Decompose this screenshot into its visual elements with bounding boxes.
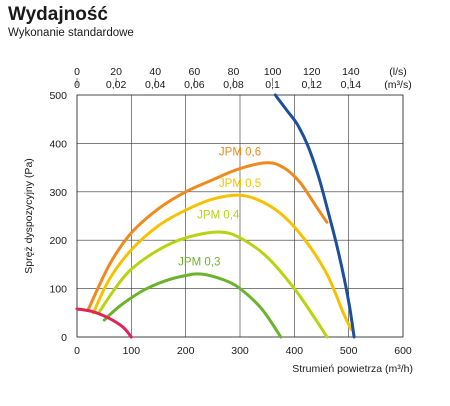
top-tick-label-m3s: 0 xyxy=(74,79,80,91)
series-line-jpm-0-3 xyxy=(102,272,283,339)
x-tick-label: 300 xyxy=(231,345,249,357)
x-tick-label: 500 xyxy=(340,345,358,357)
top-axis-unit-ls: (l/s) xyxy=(389,66,407,78)
y-tick-label: 200 xyxy=(49,235,67,247)
page-subtitle: Wykonanie standardowe xyxy=(8,27,134,39)
plot-border xyxy=(76,94,404,338)
x-tick-label: 0 xyxy=(74,345,80,357)
top-tick-label-ls: 60 xyxy=(189,66,201,78)
y-tick-label: 100 xyxy=(49,284,67,296)
series-line-jpm-0-4 xyxy=(97,230,329,339)
series-label: JPM 0,6 xyxy=(219,147,261,159)
top-tick-label-ls: 20 xyxy=(110,66,122,78)
y-tick-label: 400 xyxy=(49,138,67,150)
top-tick-label-m3s: 0,02 xyxy=(106,79,127,91)
top-tick-label-m3s: 0,08 xyxy=(223,79,244,91)
top-tick-label-ls: 140 xyxy=(342,66,360,78)
top-tick-label-ls: 100 xyxy=(264,66,282,78)
x-tick-label: 200 xyxy=(177,345,195,357)
top-tick-label-ls: 0 xyxy=(74,66,80,78)
top-tick-label-ls: 40 xyxy=(149,66,161,78)
y-tick-label: 0 xyxy=(61,332,67,344)
top-tick-label-m3s: 0,06 xyxy=(184,79,205,91)
series-label: JPM 0,5 xyxy=(219,178,261,190)
y-tick-label: 300 xyxy=(49,187,67,199)
series-label: JPM 0,3 xyxy=(178,256,220,268)
x-tick-label: 600 xyxy=(394,345,412,357)
series-line-4 xyxy=(273,93,356,339)
series-line-jpm-0-5 xyxy=(91,193,353,332)
top-tick-label-m3s: 0,12 xyxy=(302,79,323,91)
series-labels: JPM 0,6 JPM 0,5 JPM 0,4 JPM 0,3 xyxy=(178,147,261,269)
x-tick-label: 100 xyxy=(123,345,141,357)
x-tick-label: 400 xyxy=(286,345,304,357)
top-tick-label-m3s: 0,14 xyxy=(341,79,362,91)
top-axis-unit-m3s: (m³/s) xyxy=(384,79,411,91)
series-line-jpm-0-6 xyxy=(86,161,329,312)
x-axis-label: Strumień powietrza (m³/h) xyxy=(292,363,413,375)
page-title: Wydajność xyxy=(8,4,108,25)
y-tick-label: 500 xyxy=(49,90,67,102)
series-lines xyxy=(75,93,356,339)
top-tick-label-ls: 80 xyxy=(228,66,240,78)
series-label: JPM 0,4 xyxy=(197,209,240,221)
top-tick-label-m3s: 0,04 xyxy=(145,79,166,91)
top-tick-label-m3s: 0,1 xyxy=(265,79,280,91)
series-line-5 xyxy=(75,307,133,339)
y-axis-label: Spręż dyspozycyjny (Pa) xyxy=(23,158,35,274)
top-tick-label-ls: 120 xyxy=(303,66,321,78)
